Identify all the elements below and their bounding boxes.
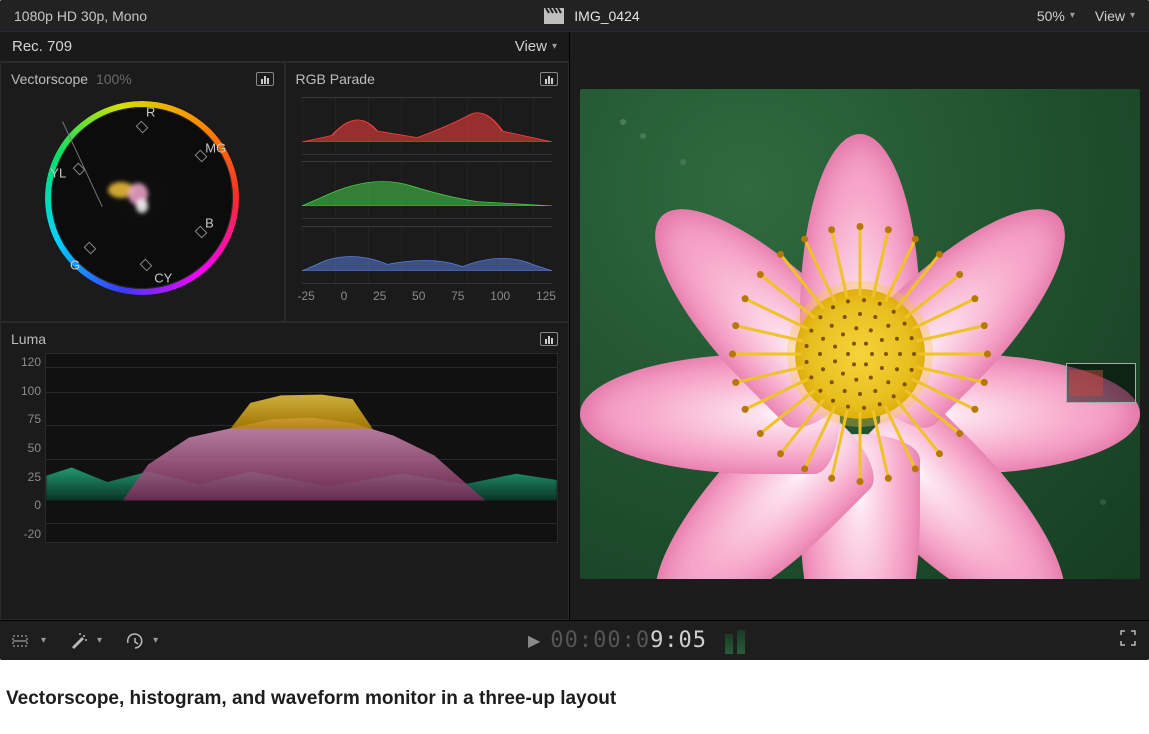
fullscreen-button[interactable] xyxy=(1119,629,1137,652)
luma-waveform-panel: Luma 120 100 75 50 25 0 -20 xyxy=(0,322,569,620)
chevron-down-icon: ▾ xyxy=(1130,10,1135,21)
clip-appearance-button[interactable]: ▾ xyxy=(12,634,46,648)
flower-stamen xyxy=(858,226,861,296)
luma-axis-tick: 25 xyxy=(11,470,41,484)
chevron-down-icon: ▾ xyxy=(1070,10,1075,21)
timecode-current: 9:05 xyxy=(650,628,707,653)
luma-gridline xyxy=(46,367,557,368)
luma-axis-tick: 50 xyxy=(11,441,41,455)
rgb-axis-tick: 100 xyxy=(490,289,510,303)
chevron-down-icon: ▾ xyxy=(552,41,557,52)
flower-center xyxy=(795,289,925,419)
luma-axis-tick: 75 xyxy=(11,412,41,426)
video-scopes-panel: Rec. 709 View ▾ Vectorscope 100% xyxy=(0,32,570,620)
viewer-top-bar: 1080p HD 30p, Mono IMG_0424 50% ▾ View ▾ xyxy=(0,0,1149,32)
audio-meter-bar xyxy=(737,630,745,654)
rgb-lane-red xyxy=(302,97,553,155)
flower-stamen xyxy=(858,412,861,482)
preview-image xyxy=(580,89,1140,579)
chevron-down-icon: ▾ xyxy=(41,635,46,646)
scopes-view-menu[interactable]: View ▾ xyxy=(515,38,557,55)
rgb-lane-blue xyxy=(302,226,553,284)
figure-caption: Vectorscope, histogram, and waveform mon… xyxy=(0,678,1149,710)
timecode-leading: 00:00:0 xyxy=(550,628,650,653)
main-content-row: Rec. 709 View ▾ Vectorscope 100% xyxy=(0,32,1149,620)
viewer-canvas[interactable] xyxy=(570,48,1149,620)
color-space-label: Rec. 709 xyxy=(12,38,72,55)
rgb-axis-tick: 0 xyxy=(341,289,348,303)
scope-settings-button[interactable] xyxy=(256,72,274,86)
vectorscope-trace-blob xyxy=(136,199,148,213)
retime-button[interactable]: ▾ xyxy=(126,633,158,649)
audio-meter-bar xyxy=(725,634,733,654)
clapperboard-icon xyxy=(544,8,564,24)
audio-meter xyxy=(725,628,749,654)
video-scopes-window: 1080p HD 30p, Mono IMG_0424 50% ▾ View ▾… xyxy=(0,0,1149,660)
rgb-axis-tick: 50 xyxy=(412,289,425,303)
luma-y-axis: 120 100 75 50 25 0 -20 xyxy=(11,353,45,543)
rgb-axis-tick: 25 xyxy=(373,289,386,303)
zoom-value-label: 50% xyxy=(1037,8,1065,24)
comparison-overlay[interactable] xyxy=(1066,363,1136,403)
timecode-display[interactable]: 00:00:09:05 xyxy=(550,628,707,653)
view-menu-label: View xyxy=(1095,8,1125,24)
rgb-parade-title: RGB Parade xyxy=(296,71,375,87)
scope-settings-button[interactable] xyxy=(540,72,558,86)
scopes-header: Rec. 709 View ▾ xyxy=(0,32,569,62)
vectorscope-panel: Vectorscope 100% RMGBCYGYL xyxy=(0,62,285,322)
luma-gridline xyxy=(46,392,557,393)
luma-axis-tick: -20 xyxy=(11,527,41,541)
vectorscope-scale: 100% xyxy=(96,71,132,87)
vectorscope-display: RMGBCYGYL xyxy=(37,93,247,303)
luma-gridline xyxy=(46,523,557,524)
flower-stamen xyxy=(918,352,988,355)
clip-format-label: 1080p HD 30p, Mono xyxy=(14,8,147,24)
viewer-panel xyxy=(570,32,1149,620)
scopes-grid: Vectorscope 100% RMGBCYGYL xyxy=(0,62,569,620)
clip-name-label: IMG_0424 xyxy=(574,8,639,24)
zoom-menu[interactable]: 50% ▾ xyxy=(1037,8,1075,24)
luma-axis-tick: 100 xyxy=(11,384,41,398)
chevron-down-icon: ▾ xyxy=(97,635,102,646)
enhancements-button[interactable]: ▾ xyxy=(70,633,102,649)
viewer-view-menu[interactable]: View ▾ xyxy=(1095,8,1135,24)
play-button[interactable]: ▶ xyxy=(528,631,540,651)
luma-axis-tick: 0 xyxy=(11,498,41,512)
vectorscope-title: Vectorscope xyxy=(11,71,88,87)
transport-bar: ▾ ▾ ▾ ▶ 00:00:09:05 xyxy=(0,620,1149,660)
rgb-axis-tick: 125 xyxy=(536,289,556,303)
flower-stamen xyxy=(732,352,802,355)
rgb-parade-axis: -25 0 25 50 75 100 125 xyxy=(296,283,559,303)
scope-settings-button[interactable] xyxy=(540,332,558,346)
rgb-lane-green xyxy=(302,161,553,219)
scopes-view-menu-label: View xyxy=(515,38,547,55)
flower-center-dots xyxy=(795,289,925,419)
rgb-parade-panel: RGB Parade -25 0 25 50 75 100 125 xyxy=(285,62,570,322)
luma-title: Luma xyxy=(11,331,46,347)
rgb-axis-tick: 75 xyxy=(451,289,464,303)
luma-axis-tick: 120 xyxy=(11,355,41,369)
luma-waveform-display xyxy=(45,353,558,543)
rgb-parade-display xyxy=(302,93,553,283)
rgb-axis-tick: -25 xyxy=(298,289,315,303)
